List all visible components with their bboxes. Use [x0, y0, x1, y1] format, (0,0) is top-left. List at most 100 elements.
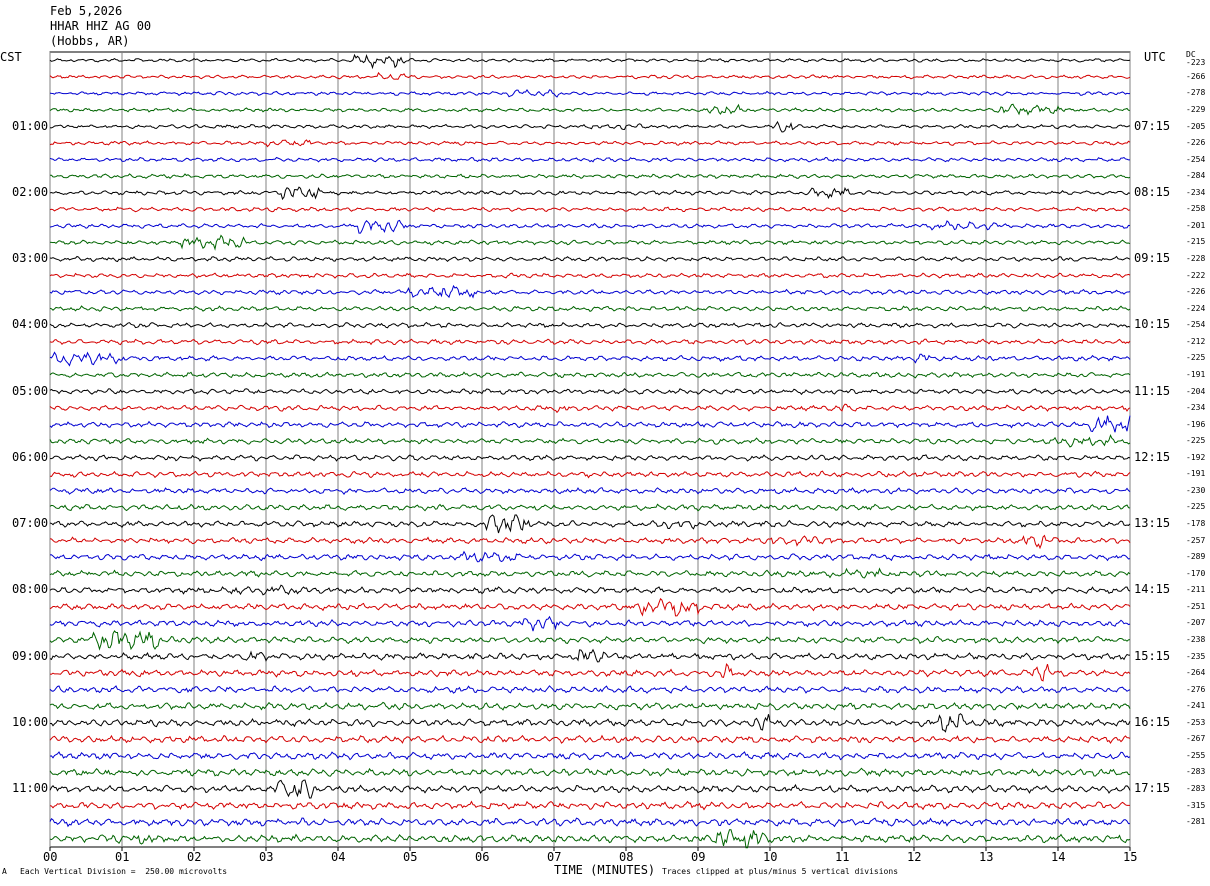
- x-tick-label: 00: [43, 850, 58, 864]
- dc-header-label: DC: [1186, 50, 1196, 59]
- seismic-trace: [49, 403, 1131, 414]
- dc-offset-label: -264: [1186, 668, 1206, 678]
- seismic-trace: [49, 584, 1131, 596]
- seismic-trace: [49, 371, 1131, 379]
- seismic-trace: [49, 415, 1131, 433]
- dc-offset-label: -207: [1186, 618, 1206, 628]
- seismic-trace: [49, 103, 1131, 116]
- seismic-trace: [49, 454, 1131, 462]
- seismic-trace: [49, 751, 1131, 761]
- footer-mark: A: [2, 867, 7, 876]
- station-code: HHAR HHZ AG 00: [50, 19, 152, 33]
- seismic-trace: [49, 173, 1131, 179]
- dc-offset-label: -254: [1186, 320, 1206, 330]
- dc-offset-label: -276: [1186, 684, 1206, 694]
- x-tick-label: 08: [619, 850, 634, 864]
- left-hour-label: 10:00: [12, 714, 49, 729]
- dc-offset-label: -222: [1186, 270, 1206, 280]
- right-hour-label: 13:15: [1134, 516, 1171, 531]
- dc-offset-label: -223: [1186, 58, 1206, 68]
- dc-offset-label: -192: [1186, 452, 1206, 462]
- left-timezone-label: CST: [0, 50, 22, 64]
- seismic-trace: [49, 630, 1131, 651]
- left-hour-label: 04:00: [12, 317, 49, 332]
- left-hour-label: 06:00: [12, 449, 49, 464]
- seismic-trace: [49, 338, 1131, 346]
- chart-date: Feb 5,2026: [50, 4, 123, 18]
- dc-offset-label: -205: [1186, 121, 1206, 131]
- seismic-trace: [49, 219, 1131, 234]
- dc-offset-label: -170: [1186, 568, 1206, 578]
- dc-offset-label: -254: [1186, 154, 1206, 164]
- seismic-trace: [49, 767, 1131, 778]
- seismic-trace: [49, 71, 1131, 80]
- seismic-trace: [49, 514, 1131, 534]
- dc-offset-label: -225: [1186, 436, 1206, 446]
- seismic-trace: [49, 305, 1131, 312]
- right-hour-label: 17:15: [1134, 781, 1171, 796]
- dc-offset-label: -178: [1186, 519, 1206, 529]
- x-tick-label: 06: [475, 850, 490, 864]
- seismic-trace: [49, 779, 1131, 799]
- dc-offset-label: -235: [1186, 651, 1206, 661]
- right-hour-label: 12:15: [1134, 449, 1171, 464]
- seismic-trace: [49, 567, 1131, 579]
- dc-offset-label: -196: [1186, 419, 1206, 429]
- seismic-trace: [49, 486, 1131, 496]
- dc-offset-label: -230: [1186, 485, 1206, 495]
- x-tick-label: 05: [403, 850, 418, 864]
- x-tick-label: 04: [331, 850, 346, 864]
- seismic-trace: [49, 534, 1131, 550]
- dc-offset-label: -226: [1186, 138, 1206, 148]
- right-hour-label: 14:15: [1134, 582, 1171, 597]
- seismic-trace: [49, 701, 1131, 711]
- dc-offset-label: -255: [1186, 750, 1206, 760]
- x-tick-label: 12: [907, 850, 922, 864]
- dc-offset-label: -266: [1186, 71, 1206, 81]
- seismic-trace: [49, 388, 1131, 396]
- right-hour-label: 15:15: [1134, 648, 1171, 663]
- seismic-trace: [49, 550, 1131, 563]
- dc-offset-label: -238: [1186, 634, 1206, 644]
- seismic-trace: [49, 662, 1131, 682]
- dc-offset-label: -251: [1186, 601, 1206, 611]
- seismic-trace: [49, 186, 1131, 201]
- dc-offset-label: -315: [1186, 800, 1206, 810]
- dc-offset-label: -284: [1186, 171, 1206, 181]
- x-tick-label: 14: [1051, 850, 1066, 864]
- dc-offset-label: -253: [1186, 717, 1206, 727]
- dc-offset-label: -267: [1186, 734, 1206, 744]
- dc-offset-label: -234: [1186, 187, 1206, 197]
- seismic-trace: [49, 234, 1131, 251]
- dc-offset-label: -289: [1186, 552, 1206, 562]
- seismic-trace: [49, 597, 1131, 617]
- right-hour-label: 08:15: [1134, 184, 1171, 199]
- dc-offset-label: -283: [1186, 784, 1206, 794]
- seismic-trace: [49, 53, 1131, 70]
- x-tick-label: 09: [691, 850, 706, 864]
- dc-offset-label: -228: [1186, 254, 1206, 264]
- dc-offset-label: -283: [1186, 767, 1206, 777]
- seismic-trace: [49, 89, 1131, 98]
- dc-offset-label: -201: [1186, 220, 1206, 230]
- x-tick-label: 11: [835, 850, 850, 864]
- x-tick-label: 13: [979, 850, 994, 864]
- seismic-trace: [49, 817, 1131, 828]
- dc-offset-label: -257: [1186, 535, 1206, 545]
- right-hour-label: 11:15: [1134, 383, 1171, 398]
- left-hour-label: 07:00: [12, 516, 49, 531]
- x-tick-label: 10: [763, 850, 778, 864]
- left-hour-label: 08:00: [12, 582, 49, 597]
- dc-offset-label: -225: [1186, 502, 1206, 512]
- dc-offset-label: -204: [1186, 386, 1206, 396]
- scale-note: Each Vertical Division = 250.00 microvol…: [20, 867, 228, 876]
- dc-offset-label: -226: [1186, 287, 1206, 297]
- right-hour-label: 10:15: [1134, 317, 1171, 332]
- dc-offset-label: -191: [1186, 369, 1206, 379]
- dc-offset-label: -212: [1186, 336, 1206, 346]
- seismic-trace: [49, 503, 1131, 512]
- x-tick-label: 02: [187, 850, 202, 864]
- seismic-trace: [49, 800, 1131, 811]
- seismic-trace: [49, 713, 1131, 733]
- x-tick-label: 15: [1123, 850, 1138, 864]
